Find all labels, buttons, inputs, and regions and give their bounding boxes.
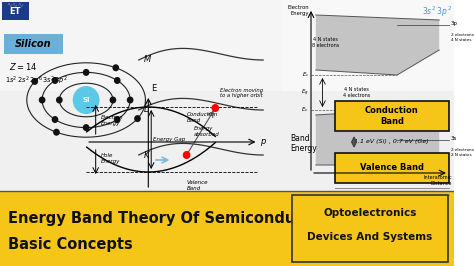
Text: 3p: 3p bbox=[451, 20, 458, 26]
Text: Energy
absorbed: Energy absorbed bbox=[194, 126, 220, 137]
Text: p: p bbox=[260, 138, 265, 147]
Circle shape bbox=[109, 97, 116, 103]
Text: Optoelectronics: Optoelectronics bbox=[323, 208, 417, 218]
Text: Si: Si bbox=[82, 97, 90, 103]
Text: Energy Gap: Energy Gap bbox=[153, 137, 185, 142]
Text: 1.1 eV (Si) , 0.7 eV (Ge): 1.1 eV (Si) , 0.7 eV (Ge) bbox=[355, 139, 429, 144]
Text: Basic Concepts: Basic Concepts bbox=[8, 237, 132, 252]
Bar bbox=[0, 0, 139, 191]
Text: $3s^2\;3p^2$: $3s^2\;3p^2$ bbox=[422, 5, 452, 19]
Text: M: M bbox=[144, 56, 151, 64]
Text: Electron
Energy: Electron Energy bbox=[287, 5, 309, 16]
Circle shape bbox=[73, 86, 100, 114]
Bar bbox=[335, 101, 449, 131]
Text: 2 electrons
2 N states: 2 electrons 2 N states bbox=[451, 148, 474, 157]
Text: Electron moving
to a higher orbit: Electron moving to a higher orbit bbox=[220, 88, 263, 98]
Bar bbox=[335, 153, 449, 183]
Text: Silicon: Silicon bbox=[15, 39, 52, 49]
Bar bbox=[0, 0, 454, 191]
Text: ET: ET bbox=[9, 6, 21, 15]
Text: 4 N states
8 electrons: 4 N states 8 electrons bbox=[312, 37, 339, 48]
Text: Valence
Band: Valence Band bbox=[187, 180, 208, 191]
Circle shape bbox=[83, 69, 90, 76]
Text: L: L bbox=[144, 106, 148, 114]
Text: $E_g$: $E_g$ bbox=[301, 88, 309, 98]
Text: Devices And Systems: Devices And Systems bbox=[307, 232, 432, 242]
Text: Interatomic
Distance: Interatomic Distance bbox=[423, 175, 452, 186]
Text: $E_c$: $E_c$ bbox=[301, 70, 309, 80]
Text: $1s^2\,2s^2\,2p^6\,3s^2\,3p^2$: $1s^2\,2s^2\,2p^6\,3s^2\,3p^2$ bbox=[5, 75, 68, 87]
Circle shape bbox=[83, 124, 90, 131]
Text: 3s: 3s bbox=[451, 135, 457, 140]
Bar bbox=[292, 195, 448, 262]
Circle shape bbox=[134, 115, 141, 122]
Text: K: K bbox=[144, 151, 149, 160]
Text: $Z = 14$: $Z = 14$ bbox=[9, 61, 37, 73]
Circle shape bbox=[39, 97, 46, 103]
Circle shape bbox=[52, 77, 58, 84]
Text: Energy Band Theory Of Semiconductors -: Energy Band Theory Of Semiconductors - bbox=[8, 211, 348, 226]
Text: E: E bbox=[151, 84, 156, 93]
Circle shape bbox=[56, 97, 63, 103]
Circle shape bbox=[53, 129, 60, 136]
Circle shape bbox=[112, 64, 119, 71]
Text: 2 electrons
4 N states: 2 electrons 4 N states bbox=[451, 33, 474, 41]
Circle shape bbox=[114, 77, 120, 84]
Text: Band
Energy: Band Energy bbox=[290, 134, 317, 153]
Bar bbox=[283, 0, 454, 191]
Circle shape bbox=[211, 104, 219, 112]
Bar bbox=[2, 2, 29, 20]
Bar bbox=[139, 0, 283, 191]
Text: ∿∿∿: ∿∿∿ bbox=[7, 1, 24, 7]
Bar bbox=[283, 91, 454, 191]
FancyBboxPatch shape bbox=[4, 34, 63, 54]
Circle shape bbox=[52, 116, 58, 123]
Text: Hole
Energy: Hole Energy bbox=[100, 153, 120, 164]
Text: Electron
Energy: Electron Energy bbox=[100, 115, 123, 126]
Circle shape bbox=[183, 151, 191, 159]
Text: $E_v$: $E_v$ bbox=[301, 106, 309, 114]
Text: Conduction
Band: Conduction Band bbox=[365, 106, 419, 126]
Circle shape bbox=[127, 97, 134, 103]
Text: Conduction
Band: Conduction Band bbox=[187, 112, 218, 123]
Circle shape bbox=[31, 78, 38, 85]
Circle shape bbox=[114, 116, 120, 123]
Text: Valence Band: Valence Band bbox=[360, 164, 424, 172]
Text: 4 N states
4 electrons: 4 N states 4 electrons bbox=[343, 87, 370, 98]
Bar bbox=[0, 91, 283, 191]
Bar bbox=[0, 191, 454, 266]
